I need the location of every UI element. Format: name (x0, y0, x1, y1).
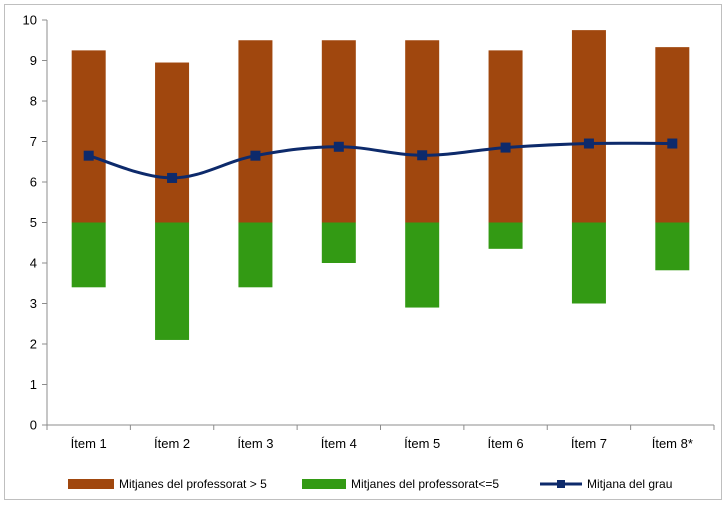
legend-swatch (68, 479, 114, 489)
x-tick-label: Ítem 7 (571, 436, 607, 451)
legend-label: Mitjana del grau (587, 477, 672, 491)
legend-marker (557, 480, 565, 488)
bar-below-5 (488, 222, 523, 249)
bar-below-5 (238, 222, 273, 288)
x-tick-label: Ítem 2 (154, 436, 190, 451)
y-tick-label: 2 (30, 337, 37, 352)
y-tick-label: 3 (30, 296, 37, 311)
x-tick-label: Ítem 8* (652, 436, 693, 451)
bar-above-5 (155, 62, 190, 223)
bar-above-5 (238, 40, 273, 223)
line-point (417, 150, 428, 161)
bar-below-5 (71, 222, 106, 288)
bar-below-5 (405, 222, 440, 308)
x-tick-label: Ítem 6 (488, 436, 524, 451)
line-point (583, 138, 594, 149)
bar-above-5 (571, 30, 606, 223)
y-tick-label: 1 (30, 377, 37, 392)
line-point (500, 142, 511, 153)
bar-below-5 (571, 222, 606, 304)
bar-above-5 (71, 50, 106, 223)
x-tick-label: Ítem 1 (71, 436, 107, 451)
line-point (667, 138, 678, 149)
bar-above-5 (321, 40, 356, 223)
bar-above-5 (655, 47, 690, 223)
y-tick-label: 10 (23, 13, 37, 28)
y-tick-label: 4 (30, 256, 37, 271)
line-point (250, 150, 261, 161)
y-tick-label: 7 (30, 134, 37, 149)
legend-label: Mitjanes del professorat<=5 (351, 477, 499, 491)
y-tick-label: 6 (30, 175, 37, 190)
bar-above-5 (488, 50, 523, 223)
line-point (167, 172, 178, 183)
legend-swatch (302, 479, 346, 489)
legend-label: Mitjanes del professorat > 5 (119, 477, 267, 491)
y-tick-label: 0 (30, 418, 37, 433)
y-tick-label: 9 (30, 53, 37, 68)
bar-below-5 (321, 222, 356, 263)
bar-below-5 (655, 222, 690, 271)
line-mitjana-del-grau (88, 141, 673, 180)
x-tick-label: Ítem 5 (404, 436, 440, 451)
y-tick-label: 8 (30, 94, 37, 109)
y-tick-label: 5 (30, 215, 37, 230)
bar-above-5 (405, 40, 440, 223)
line-point (333, 141, 344, 152)
line-point (83, 150, 94, 161)
bar-below-5 (155, 222, 190, 340)
x-tick-label: Ítem 3 (237, 436, 273, 451)
x-tick-label: Ítem 4 (321, 436, 357, 451)
